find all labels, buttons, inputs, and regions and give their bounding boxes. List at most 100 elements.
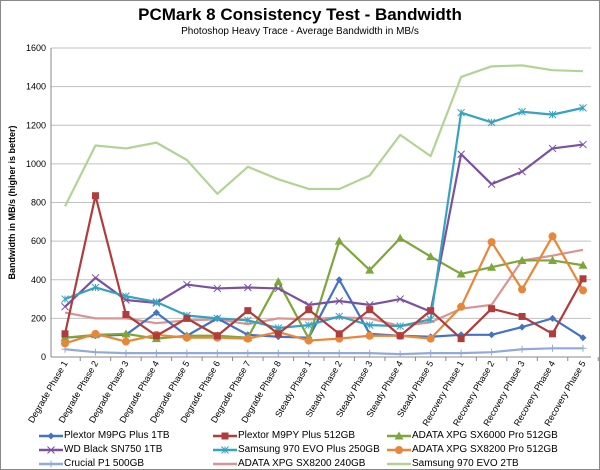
legend-swatch bbox=[387, 431, 411, 439]
data-point bbox=[457, 302, 466, 311]
data-point bbox=[121, 329, 131, 338]
data-point bbox=[213, 284, 222, 293]
series-3 bbox=[61, 140, 587, 316]
data-point bbox=[122, 349, 130, 357]
legend-label: Samsung 970 EVO Plus 250GB bbox=[238, 444, 380, 455]
data-point bbox=[274, 284, 283, 293]
data-point bbox=[518, 345, 526, 353]
data-point bbox=[273, 277, 283, 286]
legend-item: ADATA XPG SX8200 Pro 512GB bbox=[387, 444, 558, 455]
data-point bbox=[488, 331, 496, 339]
data-point bbox=[518, 167, 526, 176]
data-point bbox=[426, 315, 435, 324]
data-point bbox=[457, 349, 465, 357]
y-tick-label: 800 bbox=[31, 198, 46, 208]
legend-item: Samsung 970 EVO 2TB bbox=[387, 458, 519, 469]
data-point bbox=[549, 330, 557, 338]
data-point bbox=[487, 180, 496, 189]
data-point bbox=[91, 329, 100, 338]
data-point bbox=[47, 460, 55, 467]
data-point bbox=[183, 314, 191, 322]
legend-swatch bbox=[213, 432, 237, 439]
data-point bbox=[152, 349, 160, 357]
data-point bbox=[518, 323, 526, 331]
chart-subtitle: Photoshop Heavy Trace - Average Bandwidt… bbox=[181, 26, 419, 37]
y-tick-label: 1600 bbox=[26, 43, 46, 53]
data-point bbox=[244, 349, 252, 357]
data-point bbox=[488, 348, 496, 356]
data-point bbox=[579, 140, 587, 149]
series-line bbox=[64, 278, 584, 339]
data-point bbox=[91, 192, 99, 200]
chart-title: PCMark 8 Consistency Test - Bandwidth bbox=[138, 5, 462, 24]
data-point bbox=[122, 311, 130, 319]
data-point bbox=[426, 252, 436, 261]
legend-label: WD Black SN750 1TB bbox=[64, 444, 163, 455]
data-point bbox=[366, 349, 374, 357]
data-point bbox=[122, 292, 130, 301]
data-point bbox=[579, 104, 587, 112]
series-line bbox=[64, 143, 584, 313]
legend-swatch bbox=[39, 445, 63, 454]
data-point bbox=[221, 445, 229, 454]
legend-item: Samsung 970 EVO Plus 250GB bbox=[213, 444, 380, 455]
data-point bbox=[548, 110, 557, 119]
series-line bbox=[63, 194, 584, 340]
data-point bbox=[274, 349, 282, 357]
legend-swatch bbox=[39, 460, 63, 467]
legend-label: Plextor M9PY Plus 512GB bbox=[238, 430, 356, 441]
series-4 bbox=[61, 104, 587, 332]
data-point bbox=[335, 330, 343, 338]
data-point bbox=[213, 332, 221, 340]
data-point bbox=[244, 307, 252, 315]
data-point bbox=[396, 295, 405, 303]
legend-item: ADATA XPG SX8200 240GB bbox=[213, 458, 365, 469]
data-point bbox=[549, 344, 557, 352]
data-point bbox=[304, 336, 313, 345]
data-point bbox=[334, 236, 344, 245]
legend-swatch bbox=[387, 445, 411, 454]
legend-label: Crucial P1 500GB bbox=[64, 458, 145, 469]
data-point bbox=[304, 321, 313, 329]
data-point bbox=[427, 349, 435, 357]
legend-item: WD Black SN750 1TB bbox=[39, 444, 162, 455]
data-point bbox=[488, 305, 496, 313]
data-point bbox=[274, 330, 282, 338]
data-point bbox=[61, 302, 69, 311]
legend-swatch bbox=[213, 462, 237, 465]
data-point bbox=[335, 349, 343, 357]
data-point bbox=[47, 445, 55, 454]
data-point bbox=[579, 275, 587, 283]
data-point bbox=[335, 312, 344, 321]
data-point bbox=[579, 334, 587, 342]
data-point bbox=[182, 333, 191, 342]
legend-label: ADATA XPG SX6000 Pro 512GB bbox=[412, 430, 558, 441]
data-point bbox=[395, 445, 403, 454]
data-point bbox=[395, 233, 405, 242]
data-point bbox=[152, 309, 160, 317]
data-point bbox=[183, 349, 191, 357]
y-tick-label: 600 bbox=[31, 236, 46, 246]
data-point bbox=[243, 334, 252, 343]
data-point bbox=[47, 432, 55, 439]
data-point bbox=[335, 276, 343, 284]
data-point bbox=[183, 280, 191, 289]
y-tick-label: 1000 bbox=[26, 159, 46, 169]
data-point bbox=[365, 265, 375, 274]
data-point bbox=[579, 286, 587, 295]
legend-label: ADATA XPG SX8200 240GB bbox=[238, 458, 366, 469]
data-point bbox=[91, 283, 100, 292]
data-point bbox=[457, 108, 465, 117]
legend-item: Plextor M9PY Plus 512GB bbox=[213, 430, 355, 441]
data-point bbox=[213, 314, 222, 323]
data-point bbox=[305, 306, 313, 314]
data-point bbox=[456, 269, 466, 278]
series-1 bbox=[61, 192, 587, 343]
data-point bbox=[518, 312, 526, 320]
series-7 bbox=[64, 248, 584, 328]
y-tick-label: 0 bbox=[41, 352, 46, 362]
data-point bbox=[457, 335, 465, 343]
series-line bbox=[64, 248, 584, 328]
data-point bbox=[365, 331, 374, 340]
y-tick-label: 1400 bbox=[26, 82, 46, 92]
